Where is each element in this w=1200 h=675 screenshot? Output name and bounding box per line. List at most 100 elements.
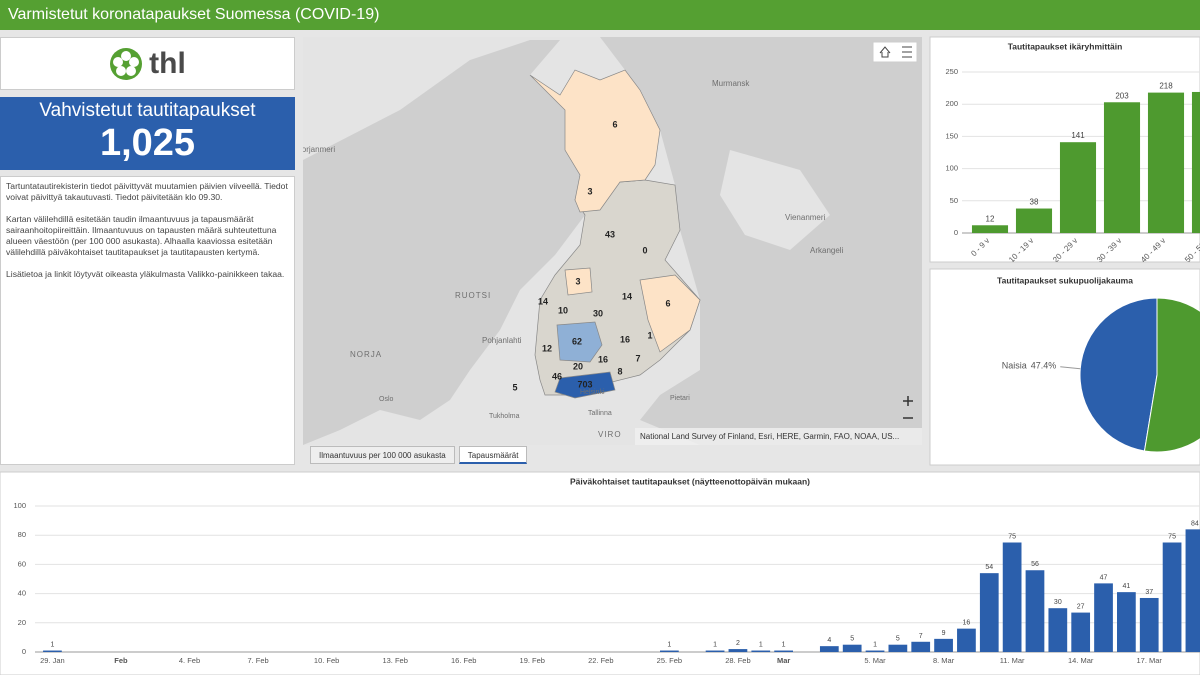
zoom-buttons[interactable] (903, 396, 913, 419)
y-tick-label: 20 (18, 618, 26, 627)
value-label: 56 (1031, 561, 1039, 568)
bar (728, 649, 748, 652)
x-tick-label: 28. Feb (725, 656, 750, 665)
pie-slice (1143, 297, 1200, 453)
x-tick-label: 40 - 49 v (1139, 236, 1167, 264)
x-tick-label: 17. Mar (1137, 656, 1163, 665)
bar (705, 650, 725, 652)
region (529, 69, 661, 213)
info-paragraph: Tartuntatautirekisterin tiedot päivittyv… (6, 181, 288, 202)
place-label: Arkangeli (810, 246, 844, 255)
place-label: Vienanmeri (785, 213, 826, 222)
chart: Tautitapaukset ikäryhmittäin 0 50 100 150 200… (945, 41, 1200, 264)
y-tick-label: 0 (22, 647, 26, 656)
x-tick-label: 25. Feb (657, 656, 682, 665)
bar (971, 225, 1009, 233)
value-label: 30 (1054, 599, 1062, 606)
region (554, 371, 616, 399)
bar (1139, 597, 1159, 652)
value-label: 75 (1168, 534, 1176, 541)
x-tick-label: 29. Jan (40, 656, 65, 665)
map-toolbar[interactable] (872, 41, 918, 63)
x-tick-label: 7. Feb (247, 656, 268, 665)
map: 6 3 43 0 3 14 14 10 30 6 12 62 16 1 20 16 7 46 8 703 5 Murman… (296, 37, 922, 445)
value-label: 41 (1122, 583, 1130, 590)
x-tick-label: 4. Feb (179, 656, 200, 665)
value-label: 5 (896, 636, 900, 643)
value-label: 5 (850, 636, 854, 643)
map-tab[interactable]: Tapausmäärät (458, 446, 528, 464)
info-paragraph: Kartan välilehdillä esitetään taudin ilm… (6, 214, 277, 257)
bar (751, 650, 771, 652)
info-paragraph: Lisätietoa ja linkit löytyvät oikeasta y… (6, 269, 285, 279)
bar (1185, 529, 1200, 652)
region-value: 16 (598, 354, 608, 364)
region-value: 0 (642, 245, 647, 255)
chart-title: Tautitapaukset sukupuolijakauma (997, 275, 1133, 285)
place-label: Helsinki (580, 389, 605, 396)
home-icon[interactable] (879, 46, 891, 58)
value-label: 38 (1030, 198, 1039, 207)
y-tick-label: 60 (18, 559, 26, 568)
bar (934, 638, 953, 652)
place-label: VIRO (598, 430, 622, 439)
bar (43, 650, 62, 652)
place-label: Norjanmeri (296, 145, 335, 154)
value-label: 1 (782, 642, 786, 649)
map-tab[interactable]: Ilmaantuvuus per 100 000 asukasta (310, 446, 455, 464)
land (303, 40, 585, 445)
x-tick-label: 14. Mar (1068, 656, 1094, 665)
headline-panel: Vahvistetut tautitapaukset 1,025 (0, 97, 295, 170)
place-label: RUOTSI (455, 291, 491, 300)
x-tick-label: 8. Mar (933, 656, 955, 665)
value-label: 203 (1115, 91, 1129, 100)
value-label: 75 (1008, 534, 1016, 541)
pie-panel (929, 268, 1200, 466)
bar (1025, 570, 1045, 652)
bar (1162, 542, 1182, 652)
value-label: 47 (1100, 574, 1108, 581)
region-value: 3 (575, 276, 580, 286)
region-value: 6 (612, 119, 617, 129)
place-label: NORJA (350, 350, 382, 359)
list-icon[interactable] (902, 46, 912, 58)
x-tick-label: 10 - 19 v (1007, 236, 1035, 264)
region-value: 46 (552, 371, 562, 381)
region-value: 20 (573, 361, 583, 371)
x-tick-label: 22. Feb (588, 656, 613, 665)
y-tick-label: 250 (945, 67, 958, 76)
region-value: 5 (512, 382, 517, 392)
value-label: 1 (759, 642, 763, 649)
x-tick-label: 13. Feb (382, 656, 407, 665)
value-label: 27 (1077, 604, 1085, 611)
header-title: Varmistetut koronatapaukset Suomessa (CO… (0, 0, 1200, 30)
bar (865, 650, 885, 652)
chart-title: Päiväkohtaiset tautitapaukset (näytteeno… (570, 476, 810, 486)
y-tick-label: 0 (954, 228, 958, 237)
value-label: 9 (942, 630, 946, 637)
value-label: 16 (963, 620, 971, 627)
bar (1002, 542, 1022, 652)
region-value: 6 (665, 298, 670, 308)
map-tabs: Ilmaantuvuus per 100 000 asukasta Tapaus… (310, 446, 528, 464)
x-tick-label: 0 - 9 v (969, 236, 991, 258)
x-tick-label: Mar (777, 656, 790, 665)
value-label: 141 (1071, 131, 1085, 140)
bar (1059, 142, 1097, 233)
x-tick-label: 10. Feb (314, 656, 339, 665)
bar (1048, 608, 1068, 652)
leader-line (1060, 366, 1081, 370)
daily-panel (0, 471, 1200, 675)
region-value: 10 (558, 305, 568, 315)
value-label: 1 (667, 642, 671, 649)
x-tick-label: 11. Mar (1000, 656, 1025, 665)
value-label: 2 (736, 640, 740, 647)
bar (819, 646, 839, 652)
bar (1191, 91, 1200, 234)
place-label: Pietari (670, 395, 690, 402)
chart: Tautitapaukset sukupuolijakauma Naisia 47.… (997, 275, 1200, 453)
age-panel (929, 36, 1200, 263)
bar (1094, 583, 1113, 652)
value-label: 4 (827, 637, 831, 644)
